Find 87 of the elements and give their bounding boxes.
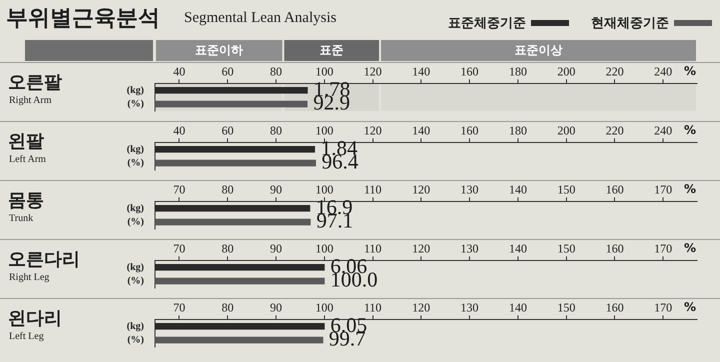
x-tick-label: 120	[364, 64, 382, 78]
x-tick-label: 200	[557, 64, 576, 78]
x-tick-label: 60	[222, 64, 234, 78]
x-tick-label: 80	[270, 64, 282, 78]
x-tick-label: 90	[270, 241, 282, 256]
x-tick-label: 140	[412, 64, 430, 78]
x-tick-label: 170	[654, 300, 672, 314]
x-tick-label: 140	[508, 241, 527, 256]
text: Right Leg	[9, 272, 50, 283]
x-tick-label: 110	[364, 182, 382, 196]
x-tick-label: 90	[270, 182, 282, 196]
x-tick-label: 80	[270, 123, 282, 138]
x-tick-label: 110	[364, 241, 382, 256]
x-tick-label: 100	[315, 123, 334, 138]
y-tick-label: (kg)	[126, 202, 144, 214]
chart-title: 오른팔	[8, 71, 62, 94]
x-tick-label: 140	[412, 123, 430, 138]
text: Segmental Lean Analysis	[184, 10, 336, 27]
legend-label: 표준체중기준	[448, 15, 526, 32]
x-tick-label: 160	[606, 300, 624, 314]
x-axis-title: %	[684, 123, 696, 138]
x-tick-label: 120	[412, 241, 430, 256]
legend-label: 현재체중기준	[591, 15, 669, 32]
text: Trunk	[9, 213, 34, 224]
x-axis-title: %	[684, 241, 696, 256]
band-label: 표준이상	[514, 43, 563, 58]
x-tick-label: 150	[557, 300, 576, 314]
x-tick-label: 220	[606, 123, 624, 138]
y-tick-label: (%)	[127, 158, 144, 169]
x-tick-label: 160	[460, 64, 479, 78]
y-tick-label: (kg)	[126, 320, 144, 332]
x-tick-label: 80	[222, 241, 234, 256]
x-tick-label: 40	[173, 123, 186, 138]
band-label: 표준	[320, 43, 344, 58]
x-tick-label: 90	[270, 300, 282, 314]
x-tick-label: 150	[557, 241, 576, 256]
y-tick-label: (%)	[127, 216, 144, 228]
x-tick-label: 180	[508, 64, 527, 78]
x-tick-label: 100	[315, 241, 334, 256]
y-tick-label: (kg)	[126, 262, 144, 273]
x-tick-label: 160	[606, 241, 624, 256]
text: 부위별근육분석	[6, 5, 160, 33]
y-tick-label: (kg)	[126, 144, 144, 155]
y-tick-label: (%)	[127, 98, 144, 110]
x-tick-label: 110	[364, 300, 382, 314]
y-tick-label: (%)	[127, 334, 144, 346]
text: Left Arm	[9, 154, 46, 165]
text: Right Arm	[9, 95, 52, 106]
x-tick-label: 180	[508, 123, 527, 138]
x-tick-label: 220	[606, 64, 624, 78]
x-tick-label: 170	[654, 182, 672, 196]
x-tick-label: 60	[222, 123, 234, 138]
x-tick-label: 140	[508, 182, 527, 196]
chart-title: 오른다리	[8, 248, 80, 271]
x-tick-label: 130	[460, 241, 479, 256]
x-tick-label: 170	[654, 241, 672, 256]
x-tick-label: 150	[557, 182, 576, 196]
x-tick-label: 100	[315, 182, 334, 196]
x-tick-label: 160	[460, 123, 479, 138]
x-tick-label: 100	[315, 300, 334, 314]
x-tick-label: 70	[173, 182, 186, 196]
x-tick-label: 140	[508, 300, 527, 314]
x-tick-label: 120	[412, 182, 430, 196]
x-tick-label: 160	[606, 182, 624, 196]
x-tick-label: 130	[460, 182, 479, 196]
x-tick-label: 80	[222, 182, 234, 196]
x-axis-title: %	[684, 300, 696, 314]
y-tick-label: (%)	[127, 276, 144, 287]
chart-title: 몸통	[8, 189, 44, 212]
x-tick-label: 70	[173, 300, 186, 314]
x-tick-label: 120	[364, 123, 382, 138]
x-tick-label: 240	[654, 123, 672, 138]
chart-title: 왼팔	[8, 130, 44, 153]
x-axis-title: %	[684, 64, 696, 78]
x-axis-title: %	[684, 182, 696, 196]
band-label: 표준이하	[195, 43, 244, 58]
x-tick-label: 70	[173, 241, 186, 256]
y-tick-label: (kg)	[126, 84, 144, 96]
x-tick-label: 120	[412, 300, 430, 314]
chart-title: 왼다리	[8, 307, 62, 330]
x-tick-label: 80	[222, 300, 234, 314]
x-tick-label: 240	[654, 64, 672, 78]
x-tick-label: 130	[460, 300, 479, 314]
x-tick-label: 40	[173, 64, 186, 78]
x-tick-label: 200	[557, 123, 576, 138]
text: Left Leg	[9, 331, 44, 342]
x-tick-label: 100	[315, 64, 334, 78]
